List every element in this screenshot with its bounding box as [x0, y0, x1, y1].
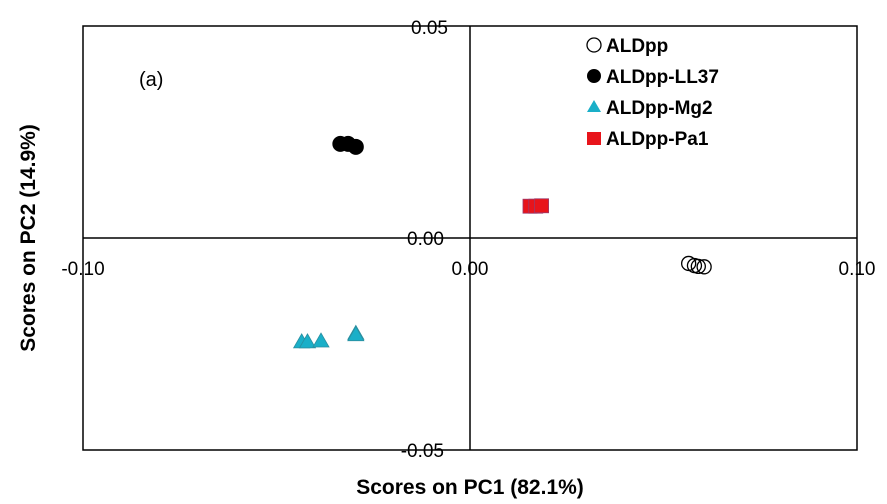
point-aldpp-mg2-5 [347, 325, 365, 342]
legend-marker-aldpp-mg2 [587, 100, 601, 112]
point-aldpp-4 [696, 259, 712, 275]
point-aldpp-3 [690, 258, 706, 275]
x-tick-label-right: 0.10 [839, 259, 876, 280]
point-aldpp-ll37-3 [347, 138, 364, 155]
legend-label-aldpp-pa1: ALDpp-Pa1 [606, 129, 709, 150]
point-aldpp-mg2-2 [298, 333, 317, 349]
data-points [292, 135, 712, 349]
legend-label-aldpp-mg2: ALDpp-Mg2 [606, 98, 713, 119]
y-tick-label-top: 0.05 [411, 18, 448, 39]
x-tick-label-center: 0.00 [452, 259, 489, 280]
legend: ALDpp ALDpp-LL37 ALDpp-Mg2 ALDpp-Pa1 [586, 36, 719, 150]
y-tick-label-bottom: -0.05 [401, 441, 444, 462]
y-axis-title: Scores on PC2 (14.9%) [17, 124, 40, 352]
legend-marker-aldpp-ll37 [587, 69, 601, 83]
legend-marker-aldpp [586, 37, 602, 53]
legend-marker-aldpp-pa1 [587, 132, 601, 145]
legend-label-aldpp: ALDpp [606, 36, 668, 57]
x-tick-label-left: -0.10 [61, 259, 104, 280]
point-aldpp-mg2-3 [312, 332, 330, 348]
y-tick-label-middle: 0.00 [407, 229, 444, 250]
point-aldpp-pa1-3 [534, 198, 549, 214]
x-axis-title: Scores on PC1 (82.1%) [356, 476, 584, 499]
legend-label-aldpp-ll37: ALDpp-LL37 [606, 67, 719, 88]
panel-annotation: (a) [139, 69, 163, 91]
